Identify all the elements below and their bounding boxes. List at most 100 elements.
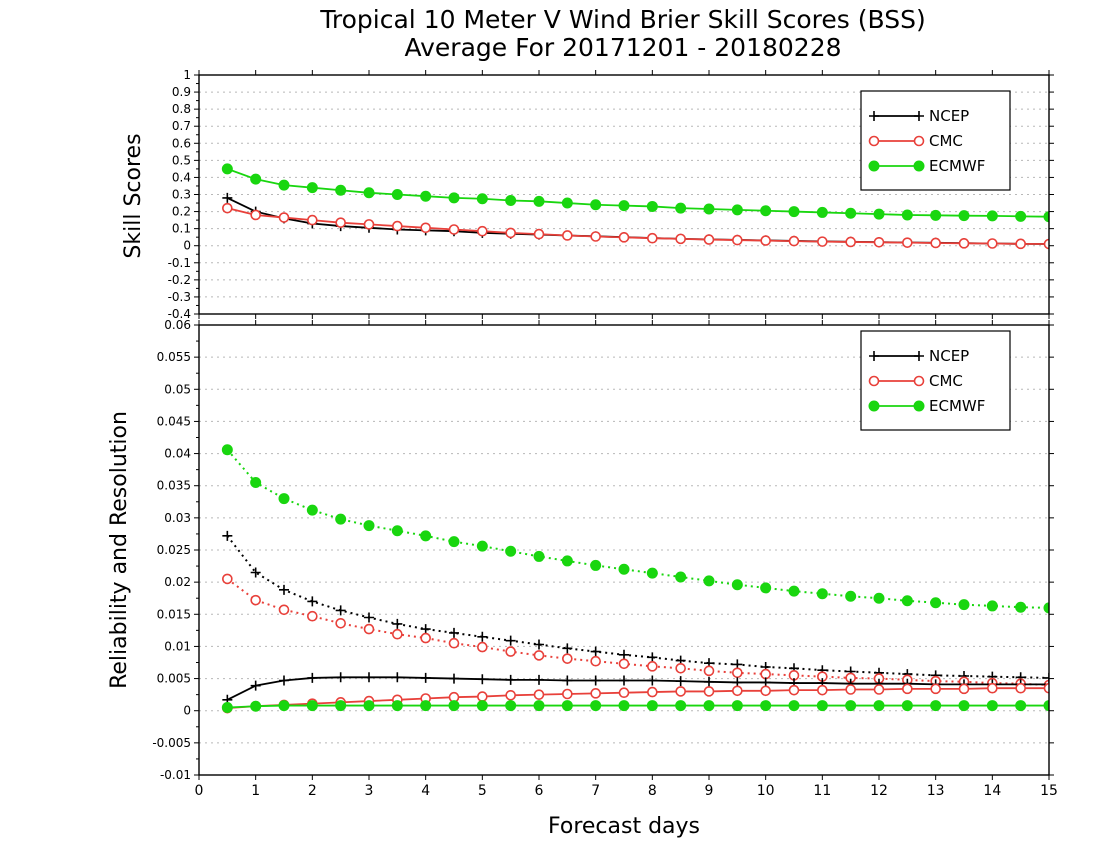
top-legend: NCEP CMC ECMWF bbox=[860, 90, 1011, 191]
data-point-cmc bbox=[958, 238, 970, 249]
data-point-cmc-reliability bbox=[873, 684, 885, 695]
data-point-cmc-reliability bbox=[533, 689, 545, 700]
data-point-cmc-reliability bbox=[647, 686, 658, 698]
data-point-cmc-reliability bbox=[675, 686, 686, 697]
data-point-ecmwf-reliability bbox=[221, 702, 233, 713]
x-tick-label: 13 bbox=[927, 783, 945, 799]
legend-label-cmc: CMC bbox=[929, 372, 963, 390]
data-point-cmc-resolution bbox=[533, 650, 545, 661]
data-point-ncep-reliability bbox=[420, 672, 431, 683]
data-point-ecmwf bbox=[590, 199, 602, 211]
data-point-ecmwf-resolution bbox=[335, 513, 347, 525]
top-ytick-label: 1 bbox=[183, 68, 191, 82]
data-point-cmc-reliability bbox=[1015, 682, 1026, 694]
x-tick-label: 11 bbox=[813, 783, 831, 799]
data-point-cmc-reliability bbox=[902, 683, 913, 695]
data-point-cmc-resolution bbox=[250, 594, 261, 606]
top-ytick-label: 0.7 bbox=[172, 119, 191, 133]
bottom-ytick-label: 0.045 bbox=[157, 414, 191, 428]
data-point-ecmwf-reliability bbox=[901, 700, 913, 712]
legend-marker-ecmwf bbox=[913, 160, 925, 172]
data-point-cmc-reliability bbox=[477, 691, 488, 702]
data-point-ecmwf-resolution bbox=[590, 559, 602, 571]
data-point-ecmwf-resolution bbox=[420, 530, 432, 542]
data-point-cmc bbox=[788, 235, 800, 247]
data-point-ecmwf-resolution bbox=[250, 477, 262, 488]
data-point-cmc-resolution bbox=[703, 665, 715, 677]
data-point-ecmwf bbox=[788, 206, 800, 218]
top-ytick-label: 0.4 bbox=[172, 170, 191, 184]
x-tick-label: 2 bbox=[308, 783, 317, 799]
data-point-cmc bbox=[533, 228, 545, 240]
data-point-ncep-resolution bbox=[590, 646, 601, 657]
bottom-ytick-label: 0.025 bbox=[157, 543, 191, 557]
data-point-cmc bbox=[335, 217, 346, 228]
data-point-ecmwf bbox=[760, 205, 772, 217]
data-point-ecmwf-resolution bbox=[930, 597, 942, 609]
legend-marker-ncep bbox=[914, 351, 924, 361]
data-point-ecmwf-reliability bbox=[845, 700, 857, 712]
bottom-ytick-label: 0.05 bbox=[164, 382, 191, 396]
data-point-cmc-resolution bbox=[363, 623, 375, 635]
data-point-cmc bbox=[278, 212, 290, 223]
data-point-cmc-resolution bbox=[307, 610, 318, 622]
data-point-ncep-resolution bbox=[364, 612, 374, 623]
data-point-cmc bbox=[618, 232, 630, 243]
data-point-ncep-resolution bbox=[335, 605, 346, 616]
data-point-ncep-resolution bbox=[477, 631, 488, 642]
data-point-ecmwf-reliability bbox=[335, 700, 347, 712]
legend-marker-cmc bbox=[868, 375, 880, 387]
bottom-y-axis-title: Reliability and Resolution bbox=[107, 411, 132, 689]
data-point-ecmwf-reliability bbox=[816, 700, 828, 712]
data-point-ncep-resolution bbox=[619, 649, 629, 660]
data-point-ecmwf bbox=[675, 202, 687, 214]
legend-marker-ncep bbox=[869, 111, 879, 121]
data-point-ncep-resolution bbox=[534, 639, 544, 650]
chart-title-line2: Average For 20171201 - 20180228 bbox=[404, 33, 841, 62]
data-point-ncep-reliability bbox=[250, 680, 261, 691]
data-point-ecmwf-reliability bbox=[873, 700, 885, 712]
legend-marker-cmc bbox=[913, 135, 925, 147]
x-tick-label: 12 bbox=[870, 783, 888, 799]
data-point-ecmwf bbox=[335, 184, 347, 196]
bottom-ytick-label: 0.015 bbox=[157, 607, 191, 621]
data-point-ecmwf bbox=[1015, 210, 1027, 222]
bottom-series-group bbox=[221, 444, 1049, 714]
reliability-resolution-panel: -0.01 -0.005 0 0.005 0.01 0.015 0.02 0.025 0.03 0… bbox=[152, 318, 1058, 799]
data-point-ncep-resolution bbox=[307, 596, 318, 607]
x-axis-title: Forecast days bbox=[548, 814, 700, 839]
data-point-ncep-reliability bbox=[505, 674, 516, 685]
data-point-ecmwf-resolution bbox=[873, 592, 885, 604]
data-point-ncep-reliability bbox=[279, 675, 289, 686]
data-point-ecmwf bbox=[306, 182, 318, 194]
data-point-ncep-reliability bbox=[647, 675, 658, 686]
data-point-ecmwf bbox=[1043, 211, 1049, 223]
data-point-ecmwf-reliability bbox=[533, 700, 545, 712]
data-point-ncep bbox=[222, 192, 233, 203]
legend-marker-ncep bbox=[869, 351, 879, 361]
data-point-ecmwf-reliability bbox=[618, 700, 630, 712]
data-point-cmc-resolution bbox=[477, 641, 488, 653]
data-point-ncep-reliability bbox=[392, 672, 403, 683]
data-point-ecmwf-reliability bbox=[646, 700, 658, 712]
data-point-ecmwf bbox=[221, 163, 233, 175]
data-point-ecmwf-reliability bbox=[306, 700, 318, 712]
data-point-cmc bbox=[647, 232, 658, 244]
data-point-ecmwf-reliability bbox=[1015, 700, 1027, 712]
data-point-ecmwf-resolution bbox=[278, 493, 290, 505]
data-point-ecmwf bbox=[420, 190, 432, 202]
data-point-ncep-reliability bbox=[307, 672, 318, 683]
bottom-ytick-label: 0.01 bbox=[164, 639, 191, 653]
data-point-ecmwf-resolution bbox=[363, 520, 375, 532]
top-ytick-label: 0.1 bbox=[172, 222, 191, 236]
data-point-cmc-reliability bbox=[760, 685, 771, 697]
data-point-ecmwf bbox=[930, 209, 942, 221]
data-point-ecmwf bbox=[448, 192, 460, 204]
data-point-cmc bbox=[250, 209, 261, 221]
data-point-cmc-resolution bbox=[732, 667, 743, 679]
x-tick-label: 6 bbox=[535, 783, 544, 799]
data-point-ecmwf-reliability bbox=[731, 700, 743, 712]
top-ytick-label: -0.4 bbox=[168, 307, 191, 321]
data-point-cmc bbox=[1043, 238, 1049, 250]
data-point-cmc bbox=[732, 234, 743, 246]
